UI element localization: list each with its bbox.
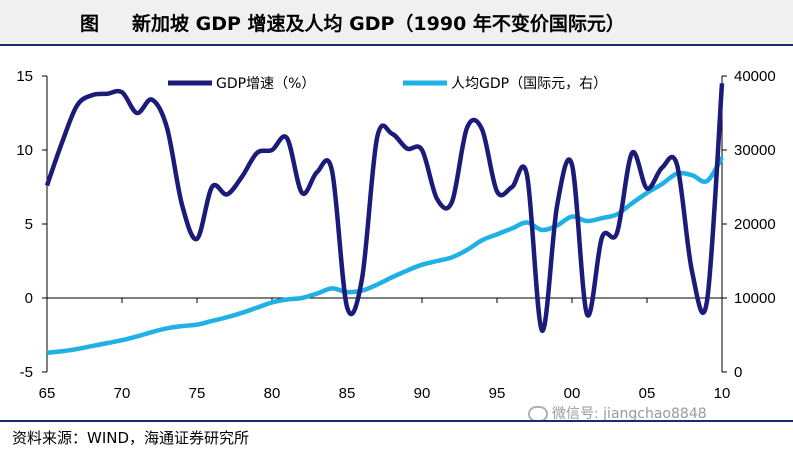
legend-label-gdp-growth: GDP增速（%） [216,76,315,92]
bottom-rule [0,420,793,422]
x-tick-label: 90 [414,385,431,402]
x-tick-label: 65 [39,385,56,402]
right-tick-label: 10000 [734,290,776,307]
x-tick-label: 80 [264,385,281,402]
x-tick-label: 10 [714,385,731,402]
left-tick-label: -5 [20,364,33,381]
left-tick-label: 0 [25,290,33,307]
x-tick-label: 75 [189,385,206,402]
x-tick-label: 95 [489,385,506,402]
right-tick-label: 0 [734,364,742,381]
right-tick-label: 30000 [734,142,776,159]
left-tick-label: 15 [16,68,33,85]
x-tick-label: 70 [114,385,131,402]
chart-title: 新加坡 GDP 增速及人均 GDP（1990 年不变价国际元） [132,13,625,35]
legend: GDP增速（%） 人均GDP（国际元，右） [168,76,607,92]
series-line-gdp-per-capita [46,156,724,355]
legend-label-gdp-per-capita: 人均GDP（国际元，右） [451,76,607,92]
series-line-gdp-growth [44,83,725,333]
figure-label: 图 [80,13,100,35]
title-bar [0,0,793,44]
top-rule [0,44,793,46]
right-tick-label: 40000 [734,68,776,85]
watermark-text: 微信号: jiangchao8848 [552,406,707,422]
x-tick-label: 00 [564,385,581,402]
x-tick-label: 05 [639,385,656,402]
left-tick-label: 10 [16,142,33,159]
source-note: 资料来源：WIND，海通证券研究所 [12,429,250,447]
series-layer [44,83,725,355]
right-tick-label: 20000 [734,216,776,233]
left-tick-label: 5 [25,216,33,233]
x-tick-label: 85 [339,385,356,402]
